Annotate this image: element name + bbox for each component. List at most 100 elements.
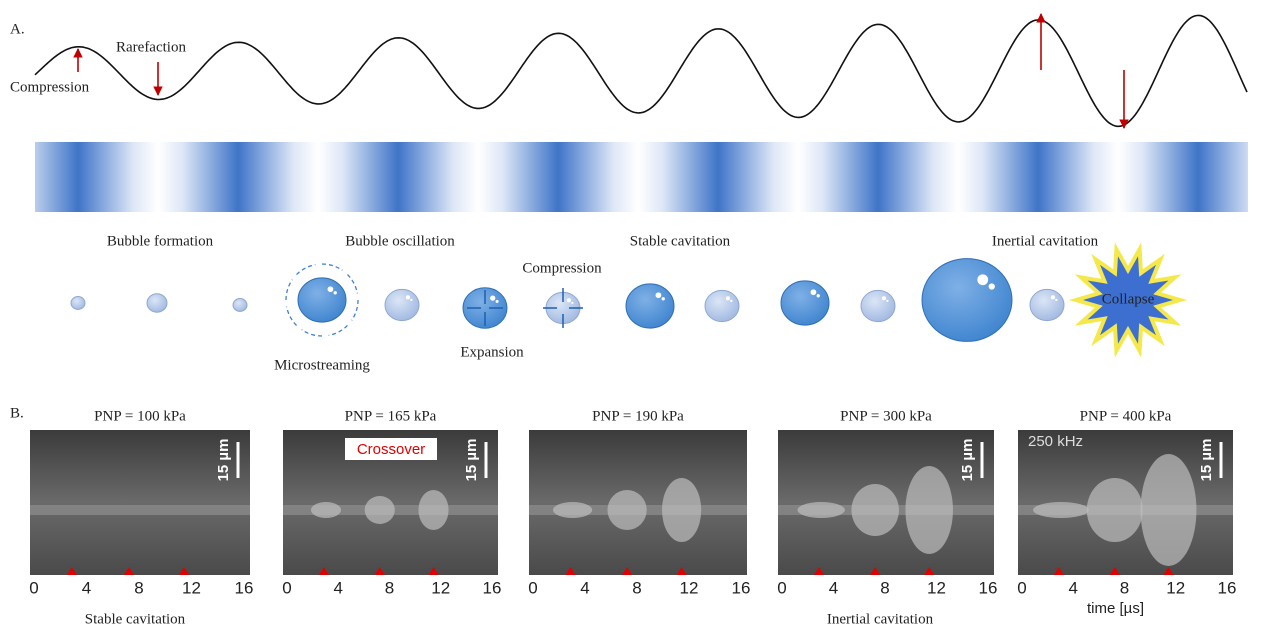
bubble	[385, 289, 419, 320]
panel-label: B.	[10, 405, 24, 421]
note: Crossover	[357, 441, 425, 458]
time-tick: 8	[385, 578, 394, 597]
bubble-shine	[811, 289, 817, 295]
bubble	[71, 297, 85, 310]
streaming-arc	[352, 300, 358, 320]
time-tick: 16	[483, 578, 502, 597]
time-tick: 12	[431, 578, 450, 597]
streaming-arc	[347, 275, 357, 294]
time-tick: 4	[334, 578, 343, 597]
bubble-shine	[328, 286, 334, 292]
bubble-shine	[817, 294, 820, 297]
scale-label: 15 µm	[1198, 439, 1215, 482]
bubble	[298, 278, 346, 322]
panel-title: PNP = 400 kPa	[1080, 408, 1172, 424]
bubble	[781, 281, 829, 325]
streaming-arc	[286, 280, 292, 300]
scale-label: 15 µm	[463, 439, 480, 482]
note: 250 kHz	[1028, 433, 1083, 450]
time-tick: 12	[1166, 578, 1185, 597]
time-tick: 4	[580, 578, 589, 597]
bubble-shine	[567, 298, 571, 302]
streaming-arc	[297, 265, 316, 275]
bubble-label: Collapse	[1102, 291, 1155, 307]
figure: A. Compression Rarefaction Compression M…	[0, 0, 1261, 631]
jet-streak	[30, 505, 250, 515]
caption: Stable cavitation	[85, 611, 186, 627]
bubble	[233, 299, 247, 312]
bubble-shine	[1051, 295, 1055, 299]
stage-label: Bubble formation	[107, 233, 214, 249]
time-tick: 0	[29, 578, 38, 597]
time-tick: 8	[1120, 578, 1129, 597]
bubble-trace	[311, 502, 341, 518]
bubble	[861, 290, 895, 321]
intensity-band	[35, 142, 1248, 212]
bubble-trace	[851, 484, 899, 536]
time-tick: 16	[235, 578, 254, 597]
panel-title: PNP = 100 kPa	[94, 408, 186, 424]
streaming-arc	[302, 330, 322, 336]
bubble-trace	[905, 466, 953, 554]
streaming-arc	[329, 325, 348, 335]
stage-label: Bubble oscillation	[345, 233, 455, 249]
bubble-trace	[1141, 454, 1197, 566]
bubble-trace	[662, 478, 701, 542]
time-tick: 8	[134, 578, 143, 597]
bubble-trace	[553, 502, 592, 518]
bubble-shine	[730, 300, 732, 302]
time-tick: 16	[979, 578, 998, 597]
time-tick: 0	[282, 578, 291, 597]
time-tick: 0	[528, 578, 537, 597]
bubble-shine	[406, 295, 410, 299]
time-tick: 0	[1017, 578, 1026, 597]
bubble	[1030, 289, 1064, 320]
scale-label: 15 µm	[215, 439, 232, 482]
wave	[35, 15, 1247, 126]
time-tick: 16	[1218, 578, 1237, 597]
bubble-trace	[1033, 502, 1089, 518]
time-tick: 12	[927, 578, 946, 597]
time-tick: 16	[732, 578, 751, 597]
bubble-trace	[418, 490, 448, 530]
panel-label: A.	[10, 21, 25, 37]
time-tick: 12	[182, 578, 201, 597]
time-tick: 8	[632, 578, 641, 597]
time-tick: 4	[82, 578, 91, 597]
bubble-shine	[662, 297, 665, 300]
caption: Inertial cavitation	[827, 611, 934, 627]
bubble	[147, 294, 167, 312]
bubble-shine	[496, 300, 499, 303]
time-tick: 4	[829, 578, 838, 597]
bubble-trace	[607, 490, 646, 530]
bubble-shine	[977, 274, 988, 285]
bubble	[705, 290, 739, 321]
panel-title: PNP = 165 kPa	[345, 408, 437, 424]
bubble-shine	[882, 296, 886, 300]
bubble-shine	[334, 291, 337, 294]
stage-label: Stable cavitation	[630, 233, 731, 249]
time-tick: 0	[777, 578, 786, 597]
bubble-shine	[726, 296, 730, 300]
bubble-label: Compression	[522, 260, 602, 276]
bubble-shine	[886, 300, 888, 302]
axis-label: time [µs]	[1087, 600, 1144, 617]
bubble-shine	[1055, 299, 1057, 301]
panel-title: PNP = 190 kPa	[592, 408, 684, 424]
bubble-label: Expansion	[460, 344, 524, 360]
bubble-trace	[365, 496, 395, 524]
bubble-shine	[410, 299, 412, 301]
streaming-arc	[287, 307, 297, 326]
time-tick: 8	[880, 578, 889, 597]
bubble-trace	[797, 502, 845, 518]
bubble-label: Microstreaming	[274, 357, 370, 373]
bubble-shine	[490, 295, 495, 300]
time-tick: 4	[1069, 578, 1078, 597]
bubble	[922, 259, 1012, 342]
bubble-shine	[656, 292, 662, 298]
streaming-arc	[322, 264, 342, 270]
scale-label: 15 µm	[959, 439, 976, 482]
bubble-trace	[1087, 478, 1143, 542]
wave-label: Compression	[10, 79, 90, 95]
wave-label: Rarefaction	[116, 39, 186, 55]
